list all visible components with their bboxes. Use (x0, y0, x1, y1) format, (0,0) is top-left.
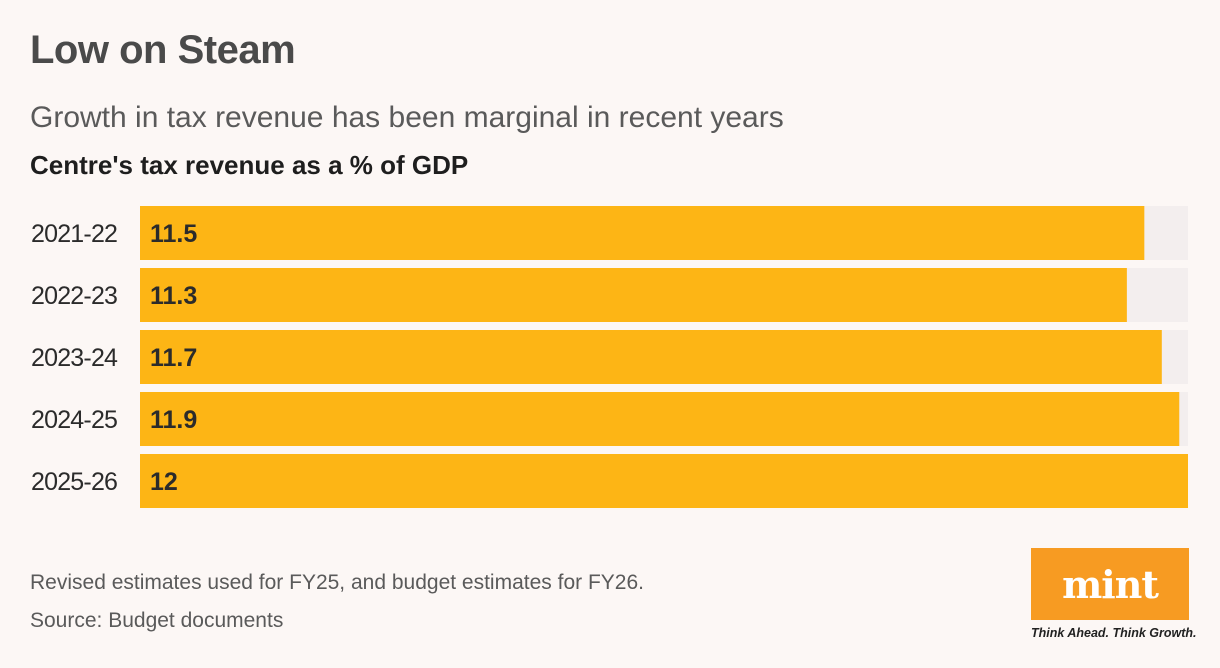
bar-row-2021-22: 2021-22 11.5 (31, 206, 1188, 260)
category-label: 2023-24 (31, 344, 118, 372)
bar (140, 392, 1180, 446)
chart-heading: Centre's tax revenue as a % of GDP (30, 150, 469, 180)
logo-text: mint (1062, 561, 1159, 607)
mint-logo: mint (1031, 548, 1189, 620)
value-label: 11.7 (150, 344, 197, 372)
brand-tagline: Think Ahead. Think Growth. (1031, 626, 1197, 640)
chart-title: Low on Steam (30, 28, 296, 72)
category-label: 2021-22 (31, 220, 117, 248)
bar-row-2022-23: 2022-23 11.3 (31, 268, 1188, 322)
chart-subtitle: Growth in tax revenue has been marginal … (30, 101, 784, 134)
category-label: 2025-26 (31, 468, 117, 496)
bar (140, 268, 1127, 322)
value-label: 11.3 (150, 282, 197, 310)
source-note: Source: Budget documents (30, 609, 284, 632)
value-label: 12 (150, 468, 178, 496)
bar (140, 206, 1145, 260)
category-label: 2022-23 (31, 282, 117, 310)
value-label: 11.5 (150, 220, 197, 248)
footnote: Revised estimates used for FY25, and bud… (30, 571, 644, 594)
value-label: 11.9 (150, 406, 197, 434)
bar-row-2023-24: 2023-24 11.7 (31, 330, 1188, 384)
bar (140, 454, 1188, 508)
bar-row-2025-26: 2025-26 12 (31, 454, 1188, 508)
bar (140, 330, 1162, 384)
bar-row-2024-25: 2024-25 11.9 (31, 392, 1188, 446)
category-label: 2024-25 (31, 406, 117, 434)
